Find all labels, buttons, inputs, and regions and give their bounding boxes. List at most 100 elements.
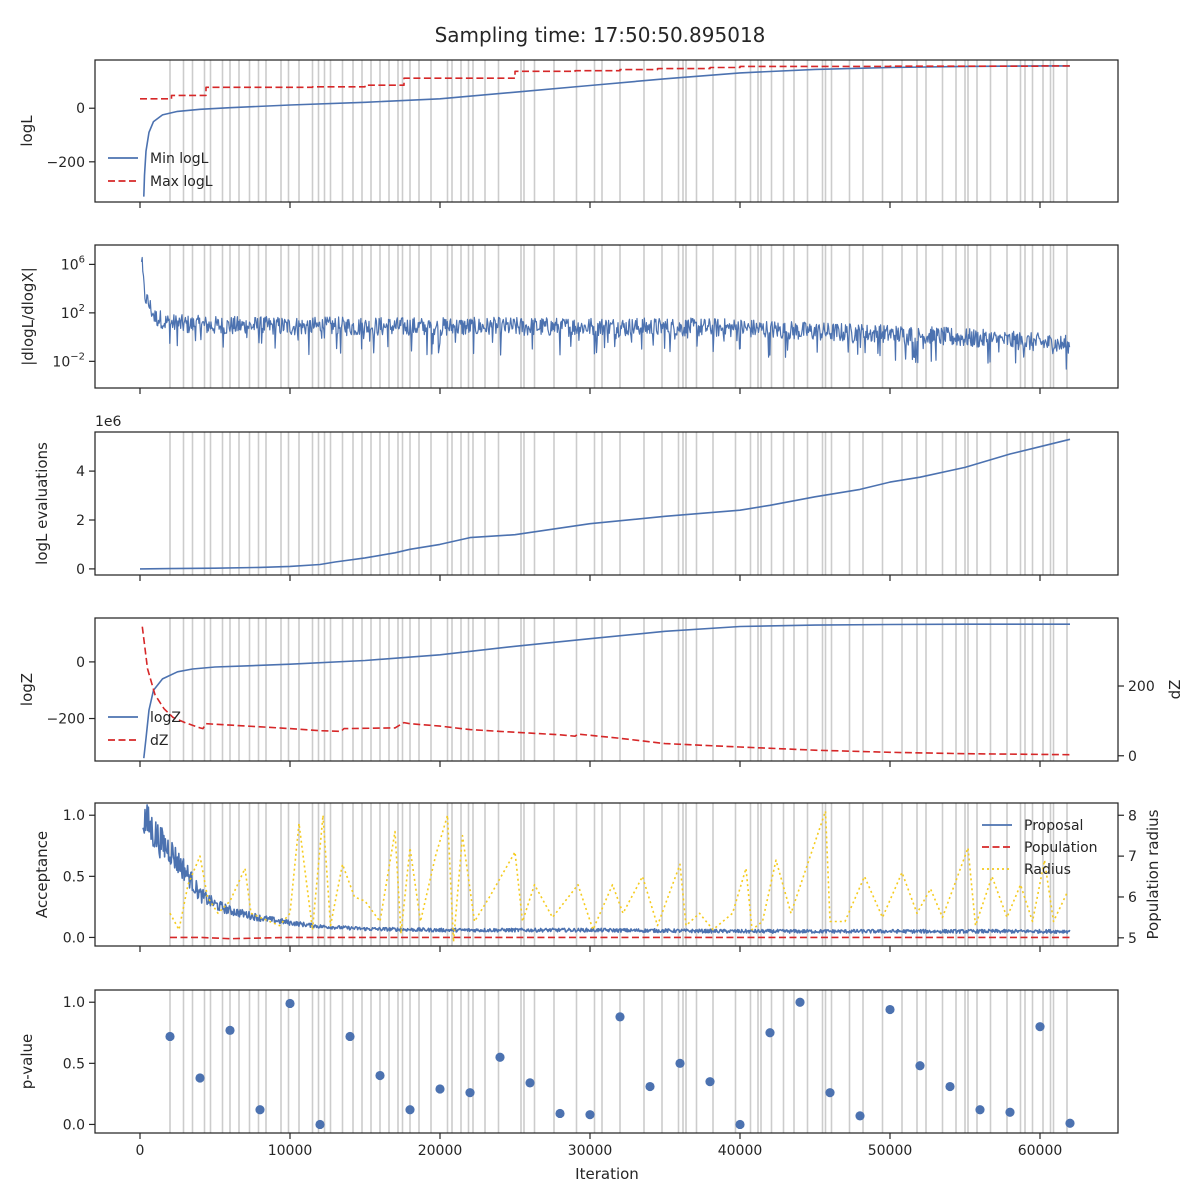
y-tick-label: 2: [76, 513, 85, 529]
data-point: [495, 1052, 505, 1062]
tick-exponent: −2: [70, 351, 85, 362]
y-tick-label: −200: [47, 712, 85, 728]
y-tick-label: 0: [76, 101, 85, 117]
y-right-tick-label: 8: [1128, 808, 1137, 824]
y-tick-label: 0.0: [63, 930, 85, 946]
y-tick-label: 0.0: [63, 1117, 85, 1133]
y-tick-label: 1.0: [63, 995, 85, 1011]
y-right-tick-label: 7: [1128, 849, 1137, 865]
y-tick-label: 102: [61, 303, 85, 322]
data-point: [825, 1088, 835, 1098]
x-tick-label: 20000: [418, 1143, 463, 1159]
data-point: [315, 1119, 325, 1130]
series-line-logz: [143, 623, 1070, 759]
data-point: [255, 1105, 265, 1115]
axes-frame: [94, 431, 1119, 576]
data-point: [795, 997, 805, 1007]
panel-3: 0 2 4 logL evaluations 1e6: [33, 414, 1119, 581]
y-tick-label: 106: [61, 254, 85, 273]
data-point: [705, 1077, 715, 1087]
data-point: [855, 1111, 865, 1121]
legend-label: dZ: [150, 733, 168, 749]
y-offset-label: 1e6: [95, 414, 122, 430]
series-line-min-logl: [143, 65, 1070, 197]
plot-area: [142, 803, 1071, 946]
y-tick-label: 1.0: [63, 808, 85, 824]
data-point: [195, 1073, 205, 1083]
legend-label: Population: [1024, 840, 1098, 856]
y-tick-label: 0: [76, 655, 85, 671]
data-point: [585, 1110, 595, 1120]
data-point: [645, 1081, 655, 1092]
series-line-dz: [141, 626, 1071, 756]
series-line-proposal: [142, 804, 1071, 935]
data-point: [1065, 1118, 1075, 1128]
legend-label: Max logL: [150, 174, 213, 190]
axes-frame: [94, 989, 1119, 1134]
y-axis-label: Acceptance: [33, 831, 51, 918]
y-axis-label: logZ: [18, 673, 36, 706]
y-right-axis-label: Population radius: [1144, 809, 1162, 939]
y-tick-label: 0: [76, 562, 85, 578]
data-point: [1035, 1022, 1045, 1032]
figure-title: Sampling time: 17:50:50.895018: [435, 23, 766, 47]
series-line-population: [170, 936, 1070, 940]
y-axis-label: logL: [18, 115, 36, 147]
x-axis-label: Iteration: [575, 1165, 639, 1183]
y-axis-label: logL evaluations: [33, 442, 51, 565]
plot-area: [141, 618, 1071, 761]
plot-area: [165, 990, 1075, 1133]
panel-1: 0 −200 logL Min logL Max logL: [18, 59, 1119, 208]
series-line-radius: [169, 810, 1068, 943]
y-right-tick-label: 200: [1128, 679, 1155, 695]
data-point: [885, 1004, 895, 1015]
data-point: [375, 1070, 385, 1081]
x-tick-label: 40000: [718, 1143, 763, 1159]
y-tick-label: 10−2: [52, 351, 85, 370]
data-point: [975, 1105, 985, 1115]
x-tick-label: 0: [136, 1143, 145, 1159]
panel-5: 1.0 0.5 0.0 8 7 6 5 Population radius Acceptance…: [33, 802, 1162, 952]
data-point: [345, 1031, 355, 1042]
plot-area: [140, 245, 1071, 388]
data-point: [675, 1058, 685, 1068]
data-point: [435, 1084, 445, 1094]
y-tick-label: −200: [47, 155, 85, 171]
legend-label: Radius: [1024, 862, 1071, 878]
data-point: [225, 1025, 235, 1035]
data-point: [465, 1088, 475, 1098]
data-point: [285, 998, 295, 1009]
series-line-max-logl: [140, 65, 1070, 100]
axes-frame: [94, 802, 1119, 947]
tick-exponent: 2: [79, 303, 85, 314]
panel-2: 106 102 10−2 |dlogL/dlogX|: [19, 244, 1119, 394]
plot-area: [139, 432, 1071, 575]
x-tick-label: 60000: [1018, 1143, 1063, 1159]
y-tick-label: 0.5: [63, 869, 85, 885]
data-point: [555, 1108, 565, 1119]
axes-frame: [94, 617, 1119, 762]
data-point: [735, 1119, 745, 1130]
tick-exponent: 6: [79, 254, 85, 265]
x-tick-label: 10000: [268, 1143, 313, 1159]
panel-6: 0 10000 20000 30000 40000 50000 60000 1.0 0.5 0.0…: [18, 989, 1119, 1159]
series-line-data: [140, 256, 1071, 370]
x-tick-label: 30000: [568, 1143, 613, 1159]
data-point: [765, 1028, 775, 1038]
data-point: [165, 1031, 175, 1042]
y-right-tick-label: 5: [1128, 931, 1137, 947]
plot-area: [140, 60, 1070, 202]
y-tick-label: 4: [76, 464, 85, 480]
data-point: [405, 1105, 415, 1115]
x-tick-label: 50000: [868, 1143, 913, 1159]
data-point: [525, 1078, 535, 1088]
data-point: [945, 1081, 955, 1092]
data-point: [615, 1012, 625, 1022]
legend-label: Proposal: [1024, 818, 1083, 834]
axes-frame: [94, 59, 1119, 203]
y-right-tick-label: 6: [1128, 890, 1137, 906]
y-axis-label: p-value: [18, 1034, 36, 1090]
legend-label: logZ: [150, 710, 181, 726]
y-tick-label: 0.5: [63, 1056, 85, 1072]
